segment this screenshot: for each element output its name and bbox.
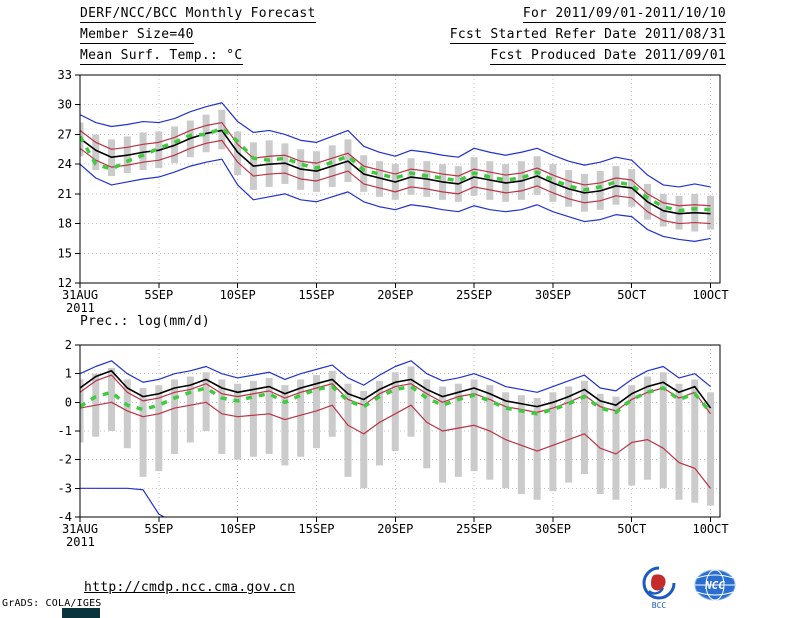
header-right: For 2011/09/01-2011/10/10 Fcst Started R… bbox=[449, 6, 726, 69]
svg-text:0: 0 bbox=[65, 395, 72, 409]
svg-text:-2: -2 bbox=[58, 453, 72, 467]
refer-date-label: Fcst Started Refer Date 2011/08/31 bbox=[449, 27, 726, 44]
svg-text:10SEP: 10SEP bbox=[220, 288, 256, 302]
forecast-range-label: For 2011/09/01-2011/10/10 bbox=[522, 6, 726, 23]
agency-logos: BCC NCC bbox=[638, 564, 740, 610]
svg-text:30: 30 bbox=[58, 98, 72, 112]
ncc-logo-text: NCC bbox=[704, 579, 725, 592]
svg-text:30SEP: 30SEP bbox=[535, 288, 571, 302]
svg-text:10SEP: 10SEP bbox=[220, 522, 256, 536]
svg-text:27: 27 bbox=[58, 127, 72, 141]
member-size-label: Member Size=40 bbox=[80, 27, 194, 44]
svg-text:21: 21 bbox=[58, 187, 72, 201]
svg-text:15SEP: 15SEP bbox=[298, 288, 334, 302]
svg-text:-4: -4 bbox=[58, 510, 72, 524]
svg-text:2011: 2011 bbox=[66, 535, 95, 549]
svg-text:12: 12 bbox=[58, 276, 72, 290]
corner-color-block bbox=[62, 608, 100, 618]
svg-text:18: 18 bbox=[58, 217, 72, 231]
bcc-logo-text: BCC bbox=[652, 601, 667, 610]
svg-text:15SEP: 15SEP bbox=[298, 522, 334, 536]
ncc-logo-icon: NCC bbox=[694, 569, 736, 601]
svg-text:10OCT: 10OCT bbox=[692, 522, 728, 536]
page-title: DERF/NCC/BCC Monthly Forecast bbox=[80, 6, 316, 23]
svg-text:5SEP: 5SEP bbox=[144, 522, 173, 536]
source-url-text: http://cmdp.ncc.cma.gov.cn bbox=[84, 580, 296, 595]
bcc-logo-icon: BCC bbox=[642, 566, 676, 610]
svg-text:10OCT: 10OCT bbox=[692, 288, 728, 302]
svg-text:5SEP: 5SEP bbox=[144, 288, 173, 302]
svg-text:5OCT: 5OCT bbox=[617, 522, 646, 536]
svg-text:20SEP: 20SEP bbox=[377, 288, 413, 302]
precip-panel-title: Prec.: log(mm/d) bbox=[80, 314, 211, 329]
svg-text:33: 33 bbox=[58, 68, 72, 82]
svg-text:30SEP: 30SEP bbox=[535, 522, 571, 536]
svg-text:1: 1 bbox=[65, 367, 72, 381]
svg-text:15: 15 bbox=[58, 246, 72, 260]
svg-text:25SEP: 25SEP bbox=[456, 522, 492, 536]
temperature-panel-title: Mean Surf. Temp.: °C bbox=[80, 48, 243, 65]
svg-text:31AUG: 31AUG bbox=[62, 522, 98, 536]
svg-text:25SEP: 25SEP bbox=[456, 288, 492, 302]
svg-text:-1: -1 bbox=[58, 424, 72, 438]
svg-text:20SEP: 20SEP bbox=[377, 522, 413, 536]
svg-text:24: 24 bbox=[58, 157, 72, 171]
svg-text:2: 2 bbox=[65, 338, 72, 352]
header-left: DERF/NCC/BCC Monthly Forecast Member Siz… bbox=[80, 6, 316, 69]
svg-text:5OCT: 5OCT bbox=[617, 288, 646, 302]
svg-text:31AUG: 31AUG bbox=[62, 288, 98, 302]
grads-credit-text: GrADS: COLA/IGES bbox=[2, 598, 102, 609]
produced-date-label: Fcst Produced Date 2011/09/01 bbox=[490, 48, 726, 65]
svg-text:2011: 2011 bbox=[66, 301, 95, 315]
svg-text:-3: -3 bbox=[58, 481, 72, 495]
